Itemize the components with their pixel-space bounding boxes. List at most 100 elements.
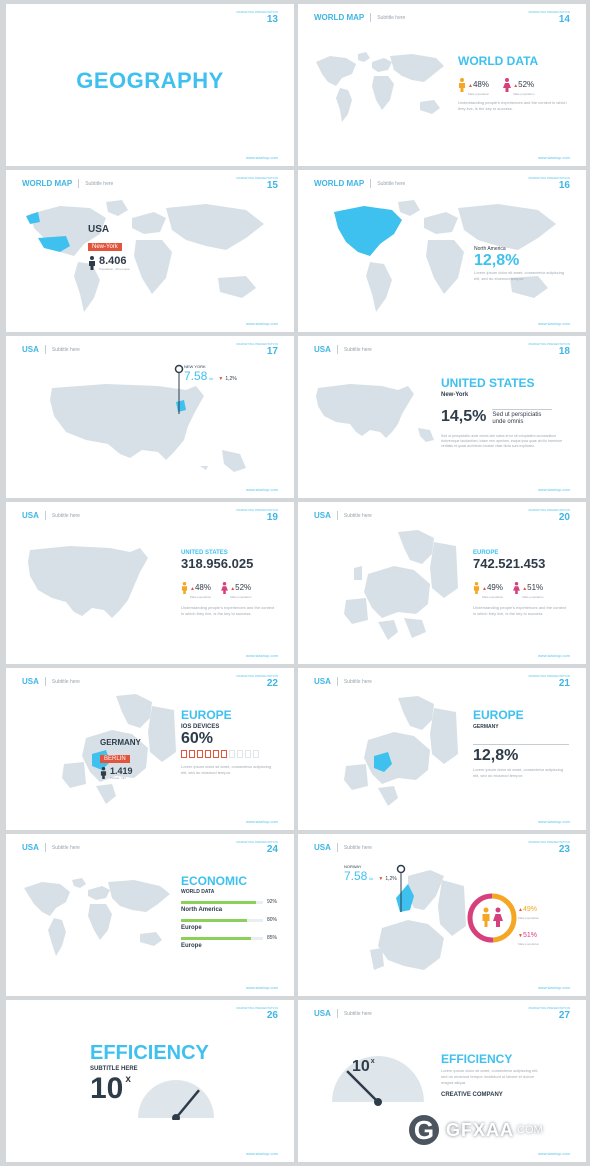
slide-15[interactable]: WORLD MAP Subtitle here MARKETING PRESEN… (6, 170, 294, 332)
female-stat: ▲51% Male population (513, 577, 543, 599)
page-number: MARKETING PRESENTATION 17 (236, 342, 278, 357)
slide-13[interactable]: MARKETING PRESENTATION 13 GEOGRAPHY www.… (6, 4, 294, 166)
slide-19[interactable]: USA Subtitle here MARKETING PRESENTATION… (6, 502, 294, 664)
male-label: Male population (518, 916, 540, 920)
female-person-icon (513, 582, 521, 594)
header-subtitle: Subtitle here (343, 678, 372, 685)
footer-url[interactable]: www.slashup.com (537, 653, 570, 658)
region-value: 12,8% (474, 252, 520, 269)
slide-header: USA Subtitle here (22, 345, 80, 354)
page-num: 23 (558, 844, 570, 855)
page-label: MARKETING PRESENTATION (528, 342, 570, 346)
page-label: MARKETING PRESENTATION (528, 10, 570, 14)
slide-header: USA Subtitle here (22, 511, 80, 520)
heading: EUROPE (473, 550, 499, 556)
slide-22[interactable]: USA Subtitle here MARKETING PRESENTATION… (6, 668, 294, 830)
ios-progress-cell (221, 750, 227, 758)
bar-row: 92% North America (181, 899, 277, 913)
page-num: 24 (266, 844, 278, 855)
multiplier-unit: x (370, 1058, 375, 1065)
page-number: MARKETING PRESENTATION 26 (236, 1006, 278, 1021)
country-callout: GERMANY BERLIN 1.419 People, mln (100, 738, 141, 780)
efficiency-gauge (332, 1056, 424, 1106)
page-number: MARKETING PRESENTATION 19 (236, 508, 278, 523)
male-stat: ▲49% Male population (473, 577, 503, 599)
heading: EUROPE (473, 708, 524, 722)
ios-progress-cell (205, 750, 211, 758)
stat-value: 12,8% (473, 747, 519, 764)
female-label: Male population (513, 92, 535, 96)
slide-18[interactable]: USA Subtitle here MARKETING PRESENTATION… (298, 336, 586, 498)
footer-url[interactable]: www.slashup.com (537, 819, 570, 824)
page-label: MARKETING PRESENTATION (528, 1006, 570, 1010)
world-data-heading: WORLD DATA (458, 54, 539, 68)
gender-donut-chart (467, 893, 517, 943)
bar-label: North America (181, 907, 223, 913)
male-person-icon (459, 78, 465, 92)
usa-map (50, 384, 246, 472)
header-subtitle: Subtitle here (343, 346, 372, 353)
ios-progress-cell (197, 750, 203, 758)
population-label: Population, mln people (99, 267, 130, 271)
page-label: MARKETING PRESENTATION (236, 508, 278, 512)
efficiency-gauge (138, 1080, 214, 1120)
page-num: 13 (266, 14, 278, 25)
footer-url[interactable]: www.slashup.com (537, 985, 570, 990)
country-name: GERMANY (100, 738, 141, 747)
slide-27[interactable]: USA Subtitle here MARKETING PRESENTATION… (298, 1000, 586, 1162)
page-number: MARKETING PRESENTATION 16 (528, 176, 570, 191)
header-title: USA (314, 843, 331, 852)
male-pct: 49% (522, 906, 537, 913)
stat-side-text: Sed ut perspiciatis unde omnis (492, 408, 553, 426)
footer-url[interactable]: www.slashup.com (537, 1151, 570, 1156)
person-icon (100, 767, 107, 779)
footer-url[interactable]: www.slashup.com (245, 985, 278, 990)
footer-url[interactable]: www.slashup.com (537, 155, 570, 160)
footer-url[interactable]: www.slashup.com (245, 653, 278, 658)
subheading: GERMANY (473, 724, 499, 730)
heading: UNITED STATES (181, 550, 228, 556)
footer-url[interactable]: www.slashup.com (245, 819, 278, 824)
slide-24[interactable]: USA Subtitle here MARKETING PRESENTATION… (6, 834, 294, 996)
stats-block: EUROPE GERMANY 12,8% Lorem ipsum dolor s… (473, 708, 569, 779)
body-text: Lorem ipsum dolor sit amet, consectetur … (181, 764, 272, 775)
population-value: 8.406 (99, 255, 127, 267)
slide-21[interactable]: USA Subtitle here MARKETING PRESENTATION… (298, 668, 586, 830)
header-divider (78, 179, 80, 188)
female-person-icon (221, 582, 229, 594)
page-number: MARKETING PRESENTATION 18 (528, 342, 570, 357)
heading: ECONOMIC (181, 874, 247, 888)
footer-url[interactable]: www.slashup.com (537, 487, 570, 492)
slide-26[interactable]: MARKETING PRESENTATION 26 EFFICIENCY SUB… (6, 1000, 294, 1162)
footer-url[interactable]: www.slashup.com (537, 321, 570, 326)
female-stat: ▼51% Male population (518, 932, 540, 946)
slide-23[interactable]: USA Subtitle here MARKETING PRESENTATION… (298, 834, 586, 996)
header-title: WORLD MAP (314, 179, 365, 188)
bar-fill (181, 900, 257, 904)
header-title: USA (314, 345, 331, 354)
divider (473, 744, 569, 745)
slide-16[interactable]: WORLD MAP Subtitle here MARKETING PRESEN… (298, 170, 586, 332)
footer-url[interactable]: www.slashup.com (245, 1151, 278, 1156)
bar-track (181, 900, 263, 904)
slide-14[interactable]: WORLD MAP Subtitle here MARKETING PRESEN… (298, 4, 586, 166)
slide-20[interactable]: USA Subtitle here MARKETING PRESENTATION… (298, 502, 586, 664)
slide-header: USA Subtitle here (22, 843, 80, 852)
multiplier: 10 x (352, 1058, 375, 1076)
footer-url[interactable]: www.slashup.com (245, 155, 278, 160)
page-label: MARKETING PRESENTATION (528, 176, 570, 180)
footer-url[interactable]: www.slashup.com (245, 487, 278, 492)
donut-female-segment (467, 893, 517, 943)
male-pct: 48% (472, 80, 489, 89)
page-label: MARKETING PRESENTATION (236, 840, 278, 844)
footer-url[interactable]: www.slashup.com (245, 321, 278, 326)
city-unit: kk (209, 376, 214, 381)
header-title: USA (314, 511, 331, 520)
person-icon (89, 256, 95, 270)
body-text: Lorem ipsum dolor sit amet, consectetur … (474, 270, 565, 281)
stat-row: 14,5% Sed ut perspiciatis unde omnis (441, 408, 553, 426)
body-text: Lorem ipsum dolor sit amet, consectetur … (441, 1068, 539, 1085)
bar-track (181, 936, 263, 940)
gauge-dial (138, 1080, 214, 1118)
slide-17[interactable]: USA Subtitle here MARKETING PRESENTATION… (6, 336, 294, 498)
